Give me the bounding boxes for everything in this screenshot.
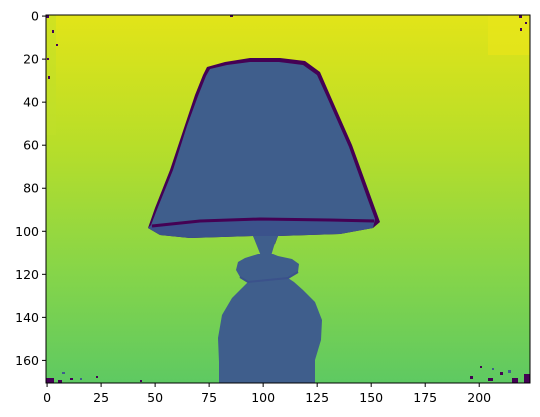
y-tick-label: 0 — [31, 9, 39, 24]
x-tick-label: 200 — [467, 390, 491, 405]
y-tick-label: 120 — [15, 267, 39, 282]
y-axis-ticks: 0 20 40 60 80 100 120 140 160 — [15, 9, 46, 368]
x-tick-label: 175 — [413, 390, 437, 405]
x-tick-label: 0 — [43, 390, 51, 405]
lamp-shade-rim-shadow — [148, 218, 375, 238]
lamp-shade-rim-line — [151, 217, 375, 228]
axes-frame — [45, 14, 531, 384]
x-axis-ticks: 0 25 50 75 100 125 150 175 200 — [43, 383, 491, 405]
x-tick-label: 50 — [147, 390, 163, 405]
y-tick-label: 160 — [15, 353, 39, 368]
lamp-base-neck-ring — [239, 271, 299, 284]
y-tick-label: 40 — [23, 95, 39, 110]
y-tick-label: 100 — [15, 224, 39, 239]
y-tick-label: 80 — [23, 181, 39, 196]
x-tick-label: 125 — [305, 390, 329, 405]
lamp-shade — [151, 62, 375, 228]
noise-pixels — [46, 15, 530, 383]
x-tick-label: 100 — [251, 390, 275, 405]
y-tick-label: 60 — [23, 138, 39, 153]
depth-image — [46, 15, 530, 383]
x-tick-label: 25 — [93, 390, 109, 405]
x-tick-label: 75 — [201, 390, 217, 405]
x-tick-label: 150 — [359, 390, 383, 405]
noise-pixels-light — [62, 368, 511, 380]
image-top-right-patch — [488, 15, 530, 55]
lamp-neck — [253, 236, 278, 256]
lamp-base — [218, 254, 322, 383]
y-tick-label: 20 — [23, 52, 39, 67]
y-tick-label: 140 — [15, 310, 39, 325]
image-left-edge-shade — [46, 15, 56, 135]
